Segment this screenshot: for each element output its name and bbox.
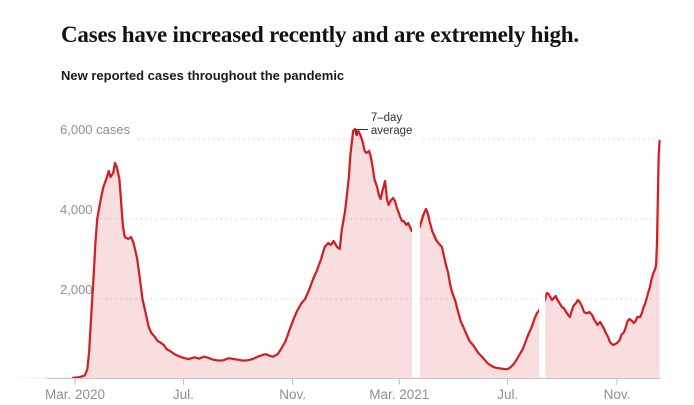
data-gap (412, 118, 420, 378)
y-axis-label: 4,000 (60, 202, 93, 217)
trend-line (72, 127, 661, 379)
x-axis-label: Nov. (279, 387, 306, 402)
data-gap (539, 118, 546, 378)
y-axis-label: 6,000 cases (60, 122, 131, 137)
annotation-text: average (371, 125, 413, 137)
x-axis-label: Jul. (173, 387, 194, 402)
y-axis-label: 2,000 (60, 282, 93, 297)
x-axis-label: Mar. 2021 (369, 387, 429, 402)
chart-title: Cases have increased recently and are ex… (61, 22, 579, 47)
x-axis-label: Nov. (604, 387, 631, 402)
x-axis-label: Mar. 2020 (45, 387, 105, 402)
chart-subtitle: New reported cases throughout the pandem… (61, 68, 345, 83)
x-axis-label: Jul. (497, 387, 518, 402)
area-fill (0, 129, 660, 379)
annotation-text: 7–day (371, 112, 403, 124)
annotation-connector (355, 129, 368, 135)
